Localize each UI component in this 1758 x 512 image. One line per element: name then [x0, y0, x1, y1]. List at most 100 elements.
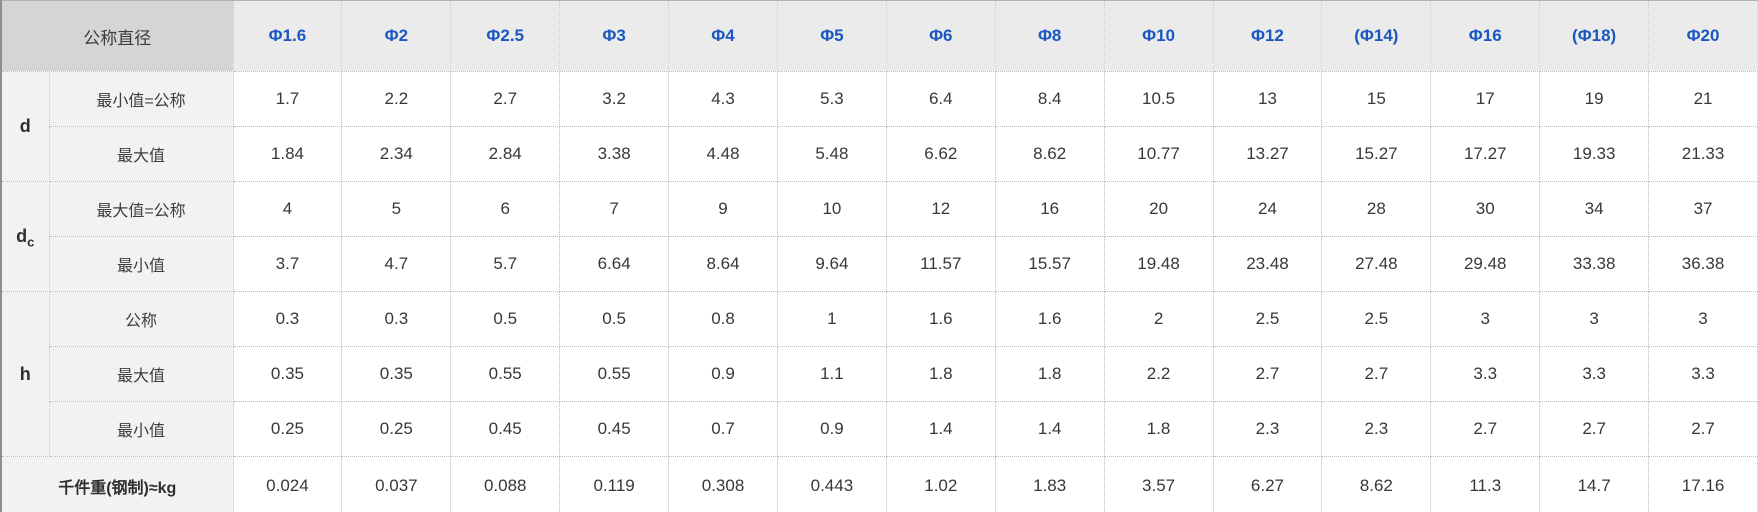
weight-value-cell: 0.443	[776, 456, 887, 512]
col-header-6: Φ5	[776, 0, 887, 72]
row-group-letter: d	[19, 116, 31, 136]
value-cell: 2	[1103, 291, 1214, 347]
value-cell: 4.3	[668, 71, 778, 127]
value-cell: 0.35	[232, 346, 343, 402]
weight-value-cell: 11.3	[1430, 456, 1541, 512]
row-group-letter: h	[19, 363, 31, 384]
value-cell: 2.5	[1212, 291, 1323, 347]
weight-value-cell: 17.16	[1648, 456, 1758, 512]
value-cell: 3.3	[1539, 346, 1650, 402]
value-cell: 15.57	[994, 236, 1105, 292]
value-cell: 0.8	[668, 291, 778, 347]
value-cell: 37	[1648, 181, 1758, 237]
weight-value-cell: 8.62	[1321, 456, 1432, 512]
col-header-5: Φ4	[668, 0, 778, 72]
value-cell: 12	[885, 181, 996, 237]
value-cell: 8.64	[668, 236, 778, 292]
spec-table-body: d 最小值=公称 1.7 2.2 2.7 3.2 4.3 5.3 6.4 8.4 10.5 13 15 1…	[0, 71, 1758, 512]
value-cell: 8.4	[994, 71, 1105, 127]
value-cell: 1.84	[232, 126, 343, 182]
value-cell: 13	[1212, 71, 1323, 127]
value-cell: 0.9	[776, 401, 887, 457]
value-cell: 23.48	[1212, 236, 1323, 292]
value-cell: 21	[1648, 71, 1758, 127]
col-header-11: (Φ14)	[1321, 0, 1432, 72]
weight-value-cell: 1.02	[885, 456, 996, 512]
value-cell: 3	[1430, 291, 1541, 347]
value-cell: 9.64	[776, 236, 887, 292]
weight-value-cell: 0.308	[668, 456, 778, 512]
value-cell: 3.2	[559, 71, 670, 127]
value-cell: 3.38	[559, 126, 670, 182]
value-cell: 6.64	[559, 236, 670, 292]
value-cell: 17.27	[1430, 126, 1541, 182]
value-cell: 34	[1539, 181, 1650, 237]
footer-label-weight-per-thousand: 千件重(钢制)≈kg	[0, 456, 234, 512]
value-cell: 1.6	[885, 291, 996, 347]
value-cell: 0.45	[559, 401, 670, 457]
weight-value-cell: 0.088	[450, 456, 561, 512]
value-cell: 9	[668, 181, 778, 237]
value-cell: 29.48	[1430, 236, 1541, 292]
row-group-label-dc: dc	[0, 181, 50, 292]
value-cell: 4	[232, 181, 343, 237]
value-cell: 2.84	[450, 126, 561, 182]
value-cell: 4.7	[341, 236, 452, 292]
row-label: 最小值	[48, 236, 234, 292]
row-label: 最大值	[48, 346, 234, 402]
col-header-12: Φ16	[1430, 0, 1541, 72]
value-cell: 10.77	[1103, 126, 1214, 182]
value-cell: 21.33	[1648, 126, 1758, 182]
value-cell: 2.7	[1212, 346, 1323, 402]
col-header-9: Φ10	[1103, 0, 1214, 72]
value-cell: 28	[1321, 181, 1432, 237]
spec-table-header: 公称直径 Φ1.6 Φ2 Φ2.5 Φ3 Φ4 Φ5 Φ6 Φ8 Φ10 Φ12 (Φ14) Φ16(…	[0, 0, 1758, 72]
weight-value-cell: 1.83	[994, 456, 1105, 512]
col-header-4: Φ3	[559, 0, 670, 72]
value-cell: 2.3	[1212, 401, 1323, 457]
value-cell: 3.3	[1430, 346, 1541, 402]
value-cell: 11.57	[885, 236, 996, 292]
row-label: 最大值	[48, 126, 234, 182]
value-cell: 0.3	[341, 291, 452, 347]
value-cell: 2.5	[1321, 291, 1432, 347]
value-cell: 6	[450, 181, 561, 237]
value-cell: 3	[1648, 291, 1758, 347]
value-cell: 0.3	[232, 291, 343, 347]
row-group-label-d: d	[0, 71, 50, 182]
value-cell: 2.34	[341, 126, 452, 182]
value-cell: 33.38	[1539, 236, 1650, 292]
col-header-7: Φ6	[885, 0, 996, 72]
value-cell: 0.55	[450, 346, 561, 402]
value-cell: 27.48	[1321, 236, 1432, 292]
value-cell: 5.48	[776, 126, 887, 182]
weight-value-cell: 14.7	[1539, 456, 1650, 512]
value-cell: 2.7	[1648, 401, 1758, 457]
col-header-3: Φ2.5	[450, 0, 561, 72]
value-cell: 2.3	[1321, 401, 1432, 457]
value-cell: 0.25	[341, 401, 452, 457]
table-row: d 最小值=公称 1.7 2.2 2.7 3.2 4.3 5.3 6.4 8.4 10.5 13 15 1…	[0, 71, 1758, 182]
value-cell: 5.3	[776, 71, 887, 127]
col-header-8: Φ8	[994, 0, 1105, 72]
row-group-label-h: h	[0, 291, 50, 457]
value-cell: 4.48	[668, 126, 778, 182]
value-cell: 2.2	[1103, 346, 1214, 402]
value-cell: 13.27	[1212, 126, 1323, 182]
weight-value-cell: 0.119	[559, 456, 670, 512]
value-cell: 0.55	[559, 346, 670, 402]
header-row: 公称直径 Φ1.6 Φ2 Φ2.5 Φ3 Φ4 Φ5 Φ6 Φ8 Φ10 Φ12 (Φ14) Φ16(…	[0, 0, 1758, 72]
table-row: h 公称 0.3 0.3 0.5 0.5 0.8 1 1.6 1.6 2 2.5 2.5 3 3 3	[0, 291, 1758, 457]
value-cell: 10.5	[1103, 71, 1214, 127]
value-cell: 30	[1430, 181, 1541, 237]
col-header-10: Φ12	[1212, 0, 1323, 72]
value-cell: 3.7	[232, 236, 343, 292]
weight-value-cell: 0.024	[232, 456, 343, 512]
weight-value-cell: 6.27	[1212, 456, 1323, 512]
row-group-letter: d	[16, 226, 28, 246]
row-group-letter-subscript: c	[27, 234, 35, 250]
value-cell: 2.2	[341, 71, 452, 127]
value-cell: 0.5	[559, 291, 670, 347]
value-cell: 1.1	[776, 346, 887, 402]
weight-value-cell: 3.57	[1103, 456, 1214, 512]
